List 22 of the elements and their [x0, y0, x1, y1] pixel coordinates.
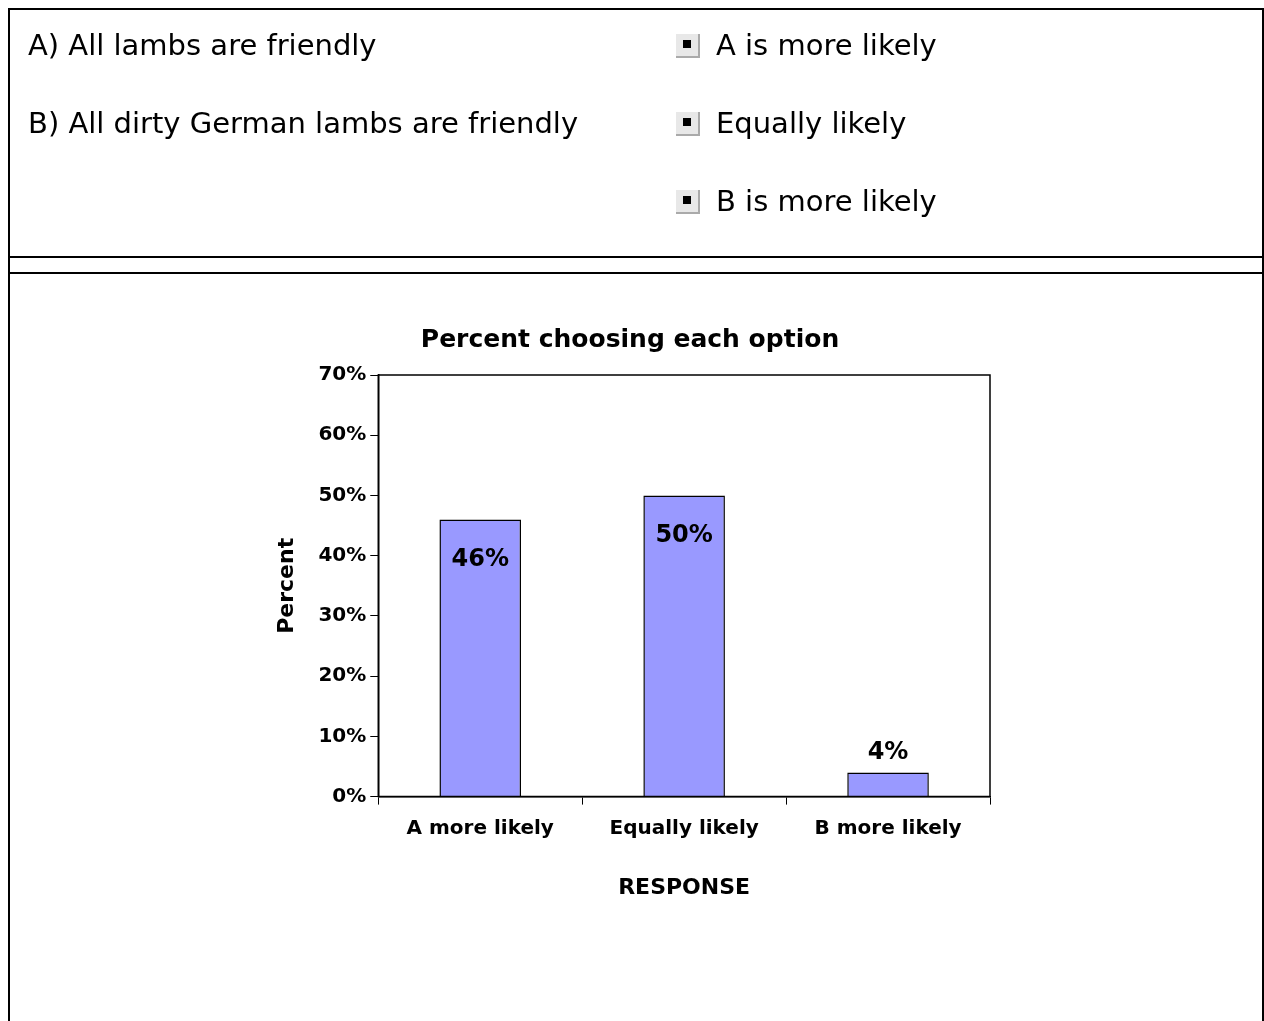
- y-tick-label: 50%: [318, 481, 367, 506]
- y-tick-label: 30%: [318, 602, 367, 627]
- y-tick-label: 0%: [332, 782, 367, 807]
- y-tick-label: 10%: [318, 722, 367, 747]
- text: A) All lambs are friendly: [28, 28, 377, 62]
- text: A is more likely: [716, 28, 937, 62]
- y-tick-label: 40%: [318, 541, 367, 566]
- chart-title: Percent choosing each option: [420, 323, 840, 353]
- text: B is more likely: [716, 184, 937, 218]
- data-label: 50%: [655, 519, 713, 548]
- x-tick-label: A more likely: [406, 814, 554, 839]
- text: B) All dirty German lambs are friendly: [28, 106, 579, 140]
- y-tick-label: 20%: [318, 662, 367, 687]
- y-tick-label: 60%: [318, 421, 367, 446]
- data-label: 46%: [451, 543, 509, 572]
- x-axis-title: RESPONSE: [618, 873, 751, 899]
- y-axis-title: Percent: [272, 537, 298, 634]
- data-label: 4%: [867, 736, 909, 765]
- x-tick-label: B more likely: [814, 814, 962, 839]
- y-tick-label: 70%: [318, 361, 367, 386]
- x-tick-label: Equally likely: [609, 814, 759, 839]
- text: Equally likely: [716, 106, 907, 140]
